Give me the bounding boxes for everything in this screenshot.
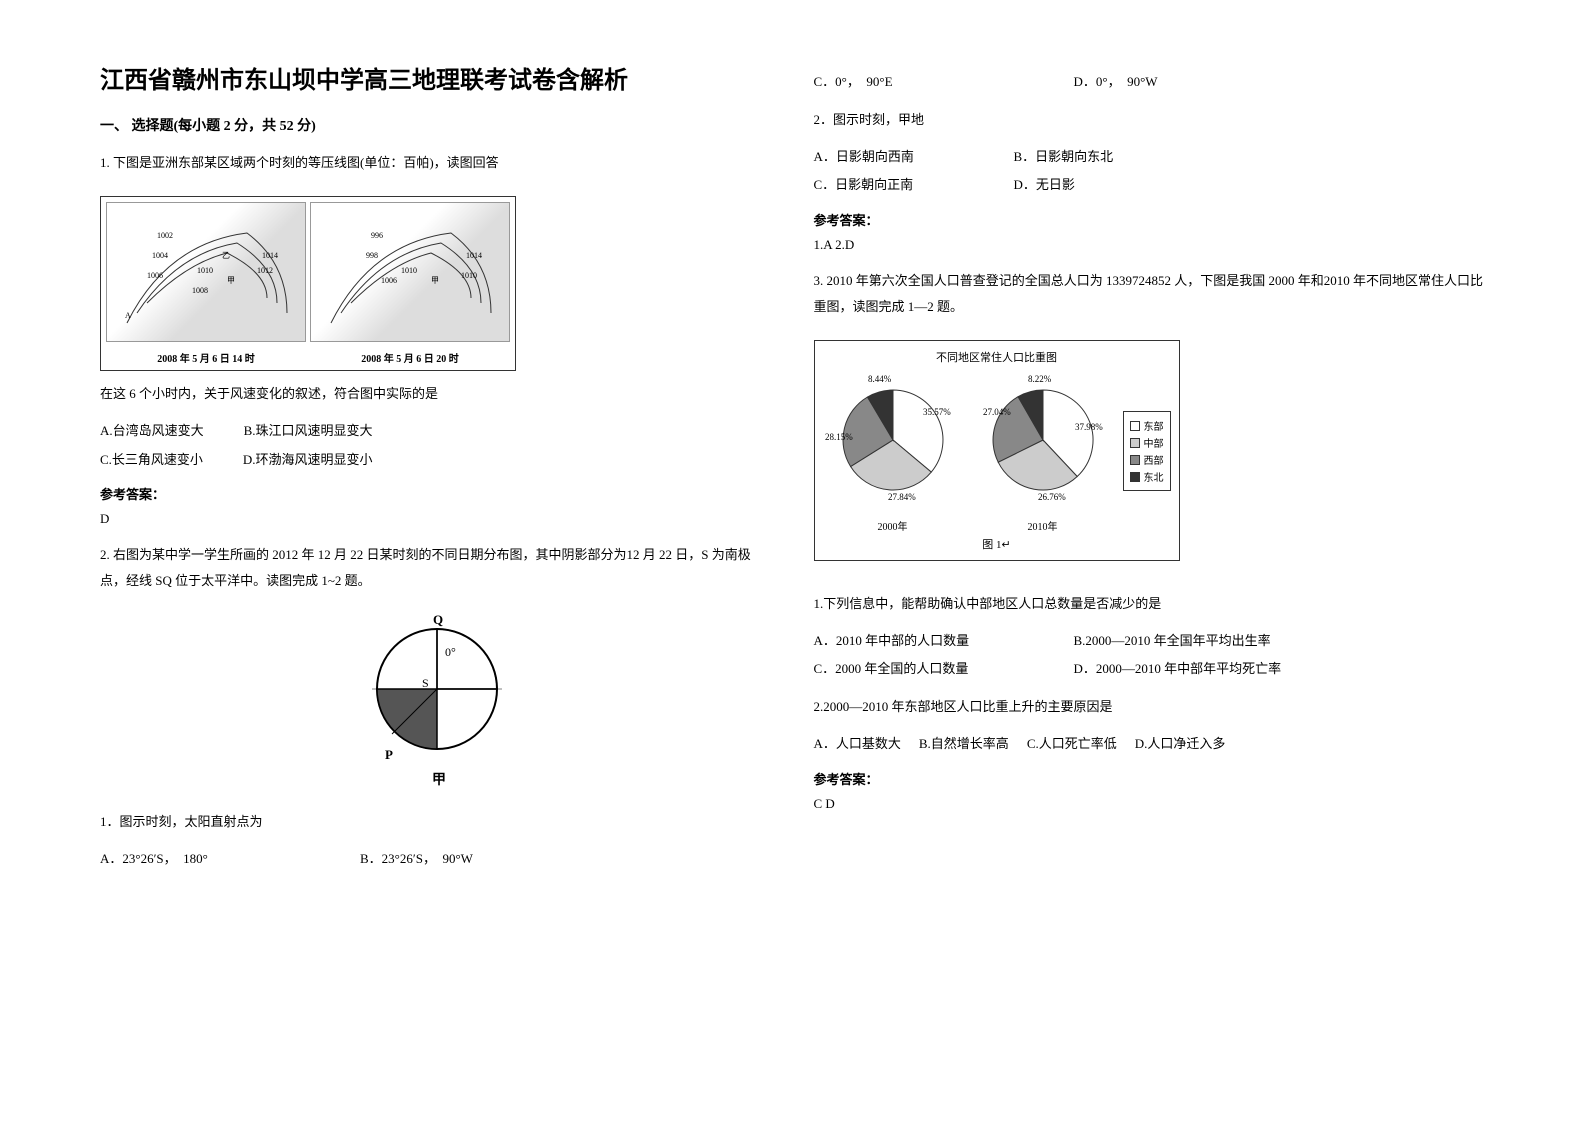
q3-sub2-optC: C.人口死亡率低	[1027, 730, 1117, 759]
svg-text:8.44%: 8.44%	[868, 374, 892, 384]
legend-west: 西部	[1144, 452, 1164, 467]
q1-map-figure: 1002 1004 1006 1008 1010 乙 甲 1014 1012 A…	[100, 196, 516, 371]
q3-answer-label: 参考答案：	[814, 769, 1488, 788]
globe-svg: Q 0° S P 甲	[357, 609, 517, 789]
q3-sub1-optC: C．2000 年全国的人口数量	[814, 655, 1034, 684]
svg-text:A: A	[125, 311, 131, 320]
svg-text:998: 998	[366, 251, 378, 260]
q1-options: A.台湾岛风速变大 B.珠江口风速明显变大 C.长三角风速变小 D.环渤海风速明…	[100, 417, 774, 474]
pie-2010-label: 2010年	[973, 518, 1113, 533]
svg-text:1014: 1014	[466, 251, 482, 260]
svg-text:8.22%: 8.22%	[1028, 374, 1052, 384]
q3-sub2-options: A．人口基数大 B.自然增长率高 C.人口死亡率低 D.人口净迁入多	[814, 730, 1488, 759]
svg-text:甲: 甲	[227, 276, 235, 285]
pie-2010: 37.98% 26.76% 27.04% 8.22% 2010年	[973, 370, 1113, 533]
q2-answer-label: 参考答案：	[814, 210, 1488, 229]
q3-sub2-optA: A．人口基数大	[814, 730, 901, 759]
q2-sub1-optC: C．0°， 90°E	[814, 68, 1034, 97]
q2-answer: 1.A 2.D	[814, 237, 1488, 253]
q2-sub2-options: A．日影朝向西南 B．日影朝向东北 C．日影朝向正南 D．无日影	[814, 143, 1488, 200]
q2-sub2-optA: A．日影朝向西南	[814, 143, 974, 172]
pie-legend: 东部 中部 西部 东北	[1123, 411, 1171, 491]
svg-text:37.98%: 37.98%	[1075, 422, 1103, 432]
map-left-caption: 2008 年 5 月 6 日 14 时	[106, 350, 306, 365]
q1-optA: A.台湾岛风速变大	[100, 417, 204, 446]
document-title: 江西省赣州市东山坝中学高三地理联考试卷含解析	[100, 60, 774, 95]
svg-text:26.76%: 26.76%	[1038, 492, 1066, 502]
q2-sub2: 2．图示时刻，甲地	[814, 107, 1488, 133]
pie-2010-svg: 37.98% 26.76% 27.04% 8.22%	[973, 370, 1113, 510]
map-right-caption: 2008 年 5 月 6 日 20 时	[310, 350, 510, 365]
q1-optD: D.环渤海风速明显变小	[243, 446, 373, 475]
globe-jia: 甲	[432, 772, 446, 788]
svg-text:996: 996	[371, 231, 383, 240]
svg-text:1006: 1006	[147, 271, 163, 280]
q2-sub2-optB: B．日影朝向东北	[1014, 143, 1114, 172]
map-left: 1002 1004 1006 1008 1010 乙 甲 1014 1012 A…	[106, 202, 306, 365]
q3-text: 3. 2010 年第六次全国人口普查登记的全国总人口为 1339724852 人…	[814, 268, 1488, 320]
q2-sub1-options: A．23°26′S， 180° B．23°26′S， 90°W	[100, 845, 774, 874]
right-column: C．0°， 90°E D．0°， 90°W 2．图示时刻，甲地 A．日影朝向西南…	[794, 60, 1508, 1062]
q2-sub1-optB: B．23°26′S， 90°W	[360, 845, 473, 874]
svg-text:1014: 1014	[262, 251, 278, 260]
q1-optB: B.珠江口风速明显变大	[244, 417, 373, 446]
q1-text: 1. 下图是亚洲东部某区域两个时刻的等压线图(单位：百帕)，读图回答	[100, 150, 774, 176]
svg-text:27.84%: 27.84%	[888, 492, 916, 502]
legend-central: 中部	[1144, 435, 1164, 450]
svg-text:1002: 1002	[157, 231, 173, 240]
svg-text:乙: 乙	[222, 251, 230, 260]
pie-2000-svg: 35.57% 27.84% 28.15% 8.44%	[823, 370, 963, 510]
svg-text:1010: 1010	[197, 266, 213, 275]
svg-text:27.04%: 27.04%	[983, 407, 1011, 417]
q2-globe-figure: Q 0° S P 甲	[100, 609, 774, 794]
q3-sub2: 2.2000—2010 年东部地区人口比重上升的主要原因是	[814, 694, 1488, 720]
globe-Q: Q	[433, 612, 443, 627]
q3-sub1-optA: A．2010 年中部的人口数量	[814, 627, 1034, 656]
q2-sub1: 1．图示时刻，太阳直射点为	[100, 809, 774, 835]
q2-sub1-options-cd: C．0°， 90°E D．0°， 90°W	[814, 68, 1488, 97]
fig-caption: 图 1↵	[823, 536, 1171, 552]
legend-northeast: 东北	[1144, 469, 1164, 484]
svg-text:35.57%: 35.57%	[923, 407, 951, 417]
svg-text:1008: 1008	[192, 286, 208, 295]
svg-text:1010: 1010	[461, 271, 477, 280]
pie-title: 不同地区常住人口比重图	[823, 349, 1171, 365]
globe-S: S	[422, 676, 429, 690]
q3-answer: C D	[814, 796, 1488, 812]
q3-sub2-optD: D.人口净迁入多	[1135, 730, 1226, 759]
q3-sub1: 1.下列信息中，能帮助确认中部地区人口总数量是否减少的是	[814, 591, 1488, 617]
q2-sub1-optA: A．23°26′S， 180°	[100, 845, 320, 874]
q3-sub1-options: A．2010 年中部的人口数量 B.2000—2010 年全国年平均出生率 C．…	[814, 627, 1488, 684]
legend-east: 东部	[1144, 418, 1164, 433]
map-right: 996 998 1006 1010 甲 1014 1010 2008 年 5 月…	[310, 202, 510, 365]
q2-text: 2. 右图为某中学一学生所画的 2012 年 12 月 22 日某时刻的不同日期…	[100, 542, 774, 594]
globe-P: P	[385, 747, 393, 762]
q1-answer-label: 参考答案：	[100, 484, 774, 503]
svg-text:1004: 1004	[152, 251, 168, 260]
q3-sub2-optB: B.自然增长率高	[919, 730, 1009, 759]
q3-sub1-optB: B.2000—2010 年全国年平均出生率	[1074, 627, 1271, 656]
isobar-map-right: 996 998 1006 1010 甲 1014 1010	[310, 202, 510, 342]
left-column: 江西省赣州市东山坝中学高三地理联考试卷含解析 一、 选择题(每小题 2 分，共 …	[80, 60, 794, 1062]
svg-text:1012: 1012	[257, 266, 273, 275]
q1-optC: C.长三角风速变小	[100, 446, 203, 475]
svg-text:甲: 甲	[431, 276, 439, 285]
section-header: 一、 选择题(每小题 2 分，共 52 分)	[100, 115, 774, 135]
pie-2000-label: 2000年	[823, 518, 963, 533]
q3-sub1-optD: D．2000—2010 年中部年平均死亡率	[1074, 655, 1282, 684]
q1-answer: D	[100, 511, 774, 527]
q1-subtext: 在这 6 个小时内，关于风速变化的叙述，符合图中实际的是	[100, 381, 774, 407]
svg-text:1006: 1006	[381, 276, 397, 285]
q2-sub2-optC: C．日影朝向正南	[814, 171, 974, 200]
pie-2000: 35.57% 27.84% 28.15% 8.44% 2000年	[823, 370, 963, 533]
globe-0deg: 0°	[445, 645, 456, 659]
q3-pie-figure: 不同地区常住人口比重图 35.57% 27.84% 28.15% 8.44% 2…	[814, 340, 1180, 561]
svg-text:28.15%: 28.15%	[825, 432, 853, 442]
svg-text:1010: 1010	[401, 266, 417, 275]
q2-sub2-optD: D．无日影	[1014, 171, 1075, 200]
q2-sub1-optD: D．0°， 90°W	[1074, 68, 1158, 97]
isobar-map-left: 1002 1004 1006 1008 1010 乙 甲 1014 1012 A	[106, 202, 306, 342]
